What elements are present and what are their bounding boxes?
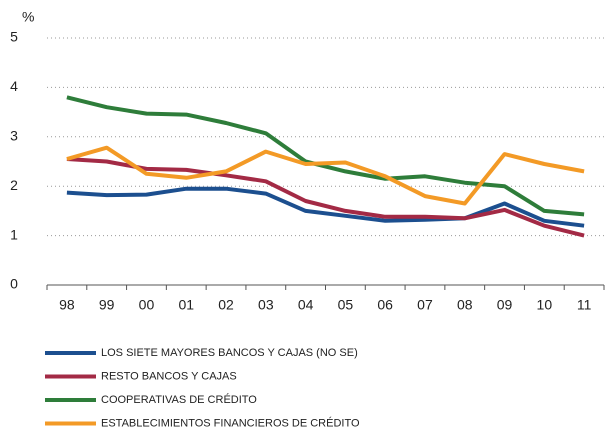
x-tick-label: 09 bbox=[497, 297, 513, 313]
legend-label: RESTO BANCOS Y CAJAS bbox=[101, 370, 237, 382]
y-tick-label: 3 bbox=[10, 128, 18, 144]
y-tick-label: 0 bbox=[10, 276, 18, 292]
series-line bbox=[66, 157, 585, 238]
x-tick-label: 04 bbox=[298, 297, 314, 313]
series-line bbox=[66, 186, 585, 228]
legend-label: COOPERATIVAS DE CRÉDITO bbox=[101, 393, 257, 406]
y-axis-label: % bbox=[22, 9, 34, 25]
x-tick-label: 98 bbox=[59, 297, 75, 313]
x-tick-label: 99 bbox=[99, 297, 115, 313]
x-tick-label: 06 bbox=[377, 297, 393, 313]
x-tick-label: 10 bbox=[537, 297, 553, 313]
x-tick-label: 05 bbox=[338, 297, 354, 313]
x-tick-label: 01 bbox=[178, 297, 194, 313]
y-tick-label: 4 bbox=[10, 78, 18, 94]
legend-label: ESTABLECIMIENTOS FINANCIEROS DE CRÉDITO bbox=[101, 416, 360, 427]
x-tick-label: 02 bbox=[218, 297, 234, 313]
y-tick-label: 5 bbox=[10, 29, 18, 45]
x-tick-label: 00 bbox=[139, 297, 155, 313]
x-tick-label: 07 bbox=[417, 297, 433, 313]
x-tick-label: 11 bbox=[577, 297, 592, 313]
y-tick-label: 2 bbox=[10, 177, 18, 193]
y-tick-label: 1 bbox=[10, 226, 18, 242]
x-tick-label: 08 bbox=[457, 297, 473, 313]
x-tick-label: 03 bbox=[258, 297, 274, 313]
series-line bbox=[66, 145, 585, 206]
series-line bbox=[66, 95, 585, 217]
legend-label: LOS SIETE MAYORES BANCOS Y CAJAS (NO SE) bbox=[101, 347, 358, 359]
